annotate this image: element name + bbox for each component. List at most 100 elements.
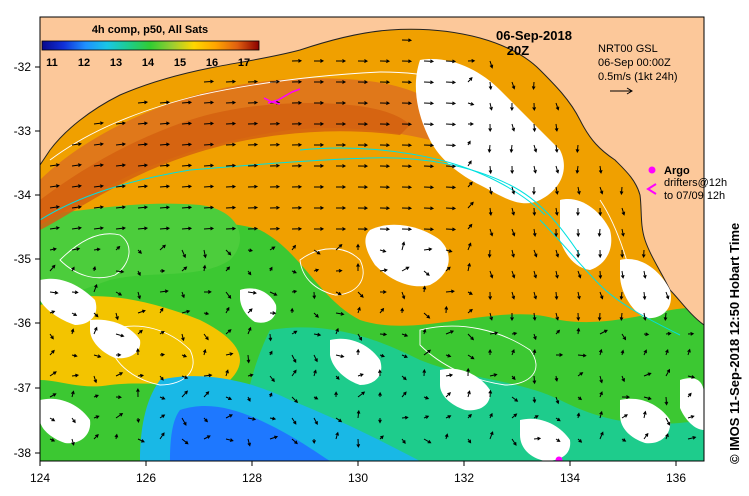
current-arrow [71, 163, 82, 167]
current-arrow [159, 163, 171, 168]
current-arrow [313, 59, 325, 63]
current-arrow [445, 101, 457, 106]
current-arrow [203, 391, 210, 398]
current-arrow [203, 100, 215, 105]
current-arrow [291, 396, 299, 404]
current-arrow [598, 270, 603, 280]
current-arrow [159, 432, 165, 440]
current-arrow [357, 185, 369, 189]
current-arrow [357, 206, 369, 210]
current-arrow [137, 373, 145, 378]
current-arrow [159, 269, 166, 273]
current-arrow [203, 435, 211, 440]
current-arrow [291, 269, 297, 274]
drifter-tracks [263, 88, 563, 461]
colorbar-tick: 14 [142, 57, 155, 69]
current-arrow [445, 122, 457, 127]
current-arrow [93, 375, 98, 384]
current-arrow [225, 142, 237, 147]
current-arrow [71, 142, 82, 146]
current-arrow [401, 291, 406, 300]
current-arrow [599, 391, 603, 398]
x-tick-label: 126 [136, 471, 156, 485]
current-arrow [487, 249, 492, 259]
current-arrow [422, 328, 427, 335]
current-arrow [291, 369, 297, 377]
current-arrow [357, 143, 369, 147]
current-arrow [489, 431, 494, 440]
current-arrow [313, 396, 319, 400]
current-arrow [336, 101, 347, 105]
current-arrow [336, 143, 347, 147]
current-arrow [378, 369, 382, 377]
current-arrow [643, 410, 647, 419]
current-arrow [467, 160, 472, 167]
current-arrow [445, 353, 452, 358]
current-arrow [269, 226, 281, 231]
current-arrow [247, 270, 252, 276]
current-arrow [444, 433, 449, 440]
current-date-label: 06-Sep 00:00Z [598, 57, 671, 69]
current-arrow [269, 311, 277, 315]
current-arrow [599, 291, 604, 300]
current-arrow [467, 242, 472, 251]
current-arrow [356, 348, 360, 356]
current-arrow [202, 264, 207, 272]
composite-label: 4h comp, p50, All Sats [92, 24, 208, 36]
current-arrow [379, 59, 391, 64]
colorbar-tick: 11 [46, 57, 58, 69]
current-arrow [599, 431, 604, 440]
current-arrow [93, 283, 98, 293]
current-streamlines [40, 147, 681, 336]
x-axis-labels: 124 126 128 130 132 134 136 [30, 471, 686, 485]
current-arrow [247, 373, 254, 378]
current-scale-label: 0.5m/s (1kt 24h) [598, 71, 677, 83]
current-arrow [291, 121, 303, 126]
current-arrow [445, 227, 457, 232]
current-arrow [423, 59, 435, 64]
current-arrow [49, 349, 55, 356]
current-arrow [598, 165, 603, 174]
current-arrow [336, 227, 347, 231]
current-arrow [137, 184, 149, 189]
current-arrow [357, 291, 364, 298]
current-arrow [247, 79, 259, 84]
current-arrow [247, 438, 251, 447]
current-arrow [379, 206, 391, 211]
current-arrow [269, 416, 277, 421]
plot-frame [39, 16, 705, 462]
current-arrow [643, 332, 650, 337]
current-arrow [159, 414, 166, 419]
current-arrow [599, 410, 603, 419]
current-arrow [225, 329, 232, 335]
current-arrow [203, 226, 215, 231]
current-arrow [225, 163, 237, 168]
current-arrow [336, 59, 347, 63]
current-arrow [423, 270, 430, 276]
current-arrow [291, 417, 297, 425]
current-arrow [291, 205, 303, 210]
current-arrow [555, 270, 559, 279]
current-arrow [467, 262, 471, 272]
current-arrow [225, 249, 232, 256]
current-arrow [291, 244, 297, 251]
current-arrow [181, 163, 193, 168]
colorbar-tick: 16 [206, 57, 218, 69]
current-arrow [313, 249, 321, 255]
current-arrow [115, 291, 123, 296]
current-arrow [379, 353, 385, 358]
current-arrow [291, 438, 298, 445]
current-arrow [488, 81, 493, 91]
current-arrow [510, 165, 515, 175]
current-arrow [445, 185, 457, 190]
current-arrow [356, 409, 361, 419]
current-arrow [554, 291, 559, 301]
current-arrow [181, 100, 193, 105]
current-arrow [313, 312, 319, 318]
current-arrow [379, 435, 384, 440]
current-arrow [401, 164, 413, 169]
current-arrow [467, 140, 471, 146]
current-arrow [643, 432, 649, 440]
current-arrow [137, 438, 145, 443]
current-arrow [313, 268, 320, 273]
